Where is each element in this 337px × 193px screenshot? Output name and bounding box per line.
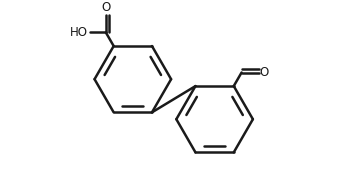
Text: O: O xyxy=(260,66,269,79)
Text: O: O xyxy=(101,1,111,14)
Text: HO: HO xyxy=(69,26,88,39)
